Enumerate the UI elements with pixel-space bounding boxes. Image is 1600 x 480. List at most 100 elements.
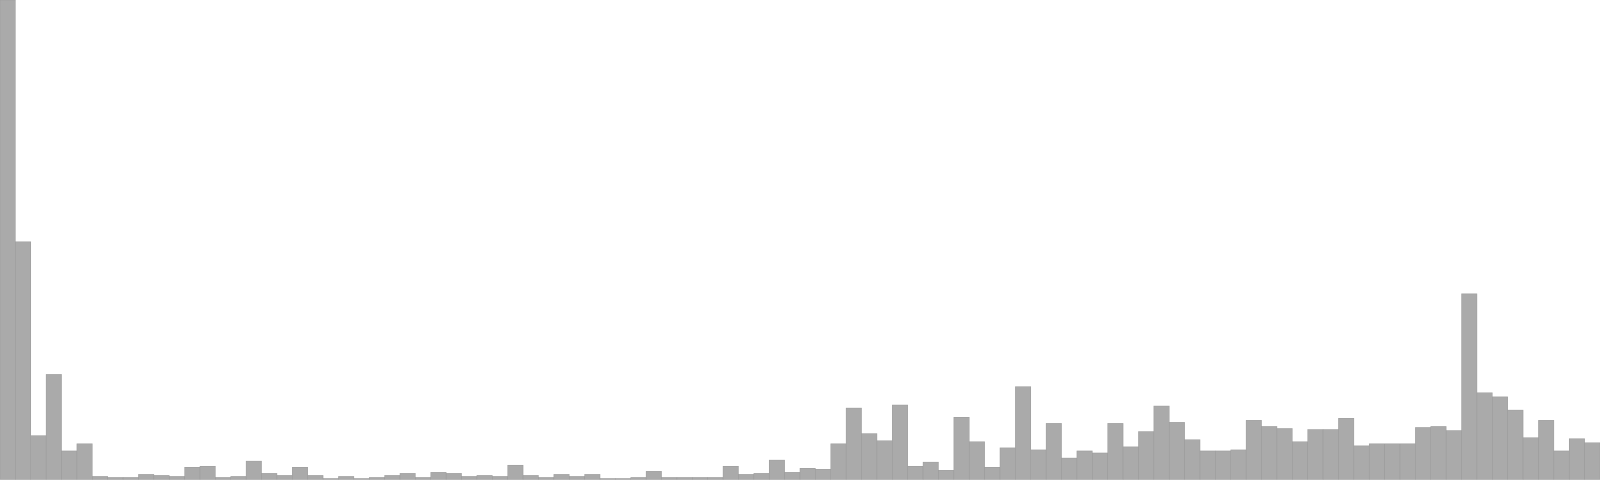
bar — [999, 447, 1016, 480]
bar — [584, 474, 601, 480]
bar — [599, 478, 616, 480]
bar — [399, 473, 416, 480]
bar — [1292, 441, 1308, 480]
bar — [1153, 405, 1170, 480]
bar — [492, 476, 508, 480]
bar — [1461, 293, 1478, 480]
bar — [1261, 426, 1278, 480]
bar — [722, 465, 739, 480]
bar — [1245, 420, 1262, 480]
bar — [553, 474, 570, 480]
bar — [1415, 427, 1432, 480]
bar — [1076, 450, 1093, 480]
bar — [1230, 449, 1247, 480]
bar — [107, 477, 124, 480]
bar — [384, 475, 401, 480]
bar — [676, 477, 693, 480]
bar — [153, 475, 170, 480]
bar — [461, 476, 478, 480]
bar — [938, 470, 955, 480]
bar — [168, 476, 185, 480]
bar — [368, 477, 385, 480]
bar — [1322, 429, 1339, 480]
bar — [1384, 443, 1401, 480]
bar — [415, 477, 432, 480]
bar — [1030, 449, 1047, 480]
bar — [1199, 450, 1216, 480]
bar — [1368, 443, 1385, 480]
bar — [968, 441, 985, 480]
bar — [768, 459, 785, 480]
bar — [753, 473, 770, 480]
bar — [568, 476, 585, 480]
bar — [1338, 418, 1355, 480]
bar — [322, 478, 339, 480]
bar — [876, 440, 893, 480]
bar — [738, 474, 755, 480]
bar — [307, 475, 324, 480]
bar — [0, 0, 16, 480]
bar — [138, 474, 155, 480]
bar — [1015, 386, 1032, 480]
bar — [215, 477, 232, 480]
bar — [261, 473, 278, 480]
bar — [76, 443, 93, 480]
bar — [861, 433, 878, 480]
bar — [199, 465, 216, 480]
bar — [292, 467, 308, 480]
bar — [630, 477, 647, 480]
bar — [276, 475, 293, 480]
bar — [122, 477, 139, 480]
bar — [1215, 450, 1232, 480]
bar — [1122, 446, 1139, 480]
bar — [1445, 430, 1462, 480]
bar — [1522, 437, 1539, 480]
bar — [538, 477, 555, 480]
bar — [61, 450, 78, 480]
bar — [1045, 423, 1062, 480]
bar — [1353, 445, 1370, 480]
bar — [907, 465, 924, 480]
bar — [1307, 429, 1324, 480]
bar — [476, 475, 493, 480]
bar — [830, 443, 847, 480]
bar — [338, 476, 355, 480]
bar — [1584, 442, 1600, 480]
bar — [953, 417, 970, 480]
bar — [615, 478, 632, 480]
bar — [799, 468, 816, 480]
bar — [692, 477, 708, 480]
bar — [245, 460, 262, 480]
bar — [1399, 443, 1416, 480]
bar — [1061, 457, 1078, 480]
bar — [845, 407, 862, 480]
bar — [45, 374, 62, 480]
bar — [30, 435, 47, 480]
bar — [507, 464, 524, 480]
bar — [92, 476, 108, 480]
bar — [1553, 450, 1570, 480]
bar — [522, 475, 539, 480]
bar — [984, 467, 1001, 480]
bar — [1568, 438, 1585, 480]
bar — [892, 404, 908, 480]
bar — [922, 461, 939, 480]
bar — [784, 472, 801, 480]
bar — [1507, 409, 1524, 480]
bar — [1092, 452, 1108, 480]
bar — [230, 476, 247, 480]
bar — [1276, 428, 1293, 480]
bar — [661, 477, 678, 480]
bar — [815, 469, 832, 480]
bar — [15, 241, 32, 480]
bar — [430, 472, 447, 480]
bar — [1476, 392, 1493, 480]
bar — [1492, 396, 1508, 480]
bar — [1138, 431, 1155, 480]
bar — [445, 473, 462, 480]
bar — [1538, 420, 1555, 480]
bar — [1107, 423, 1124, 480]
bar — [707, 477, 724, 480]
